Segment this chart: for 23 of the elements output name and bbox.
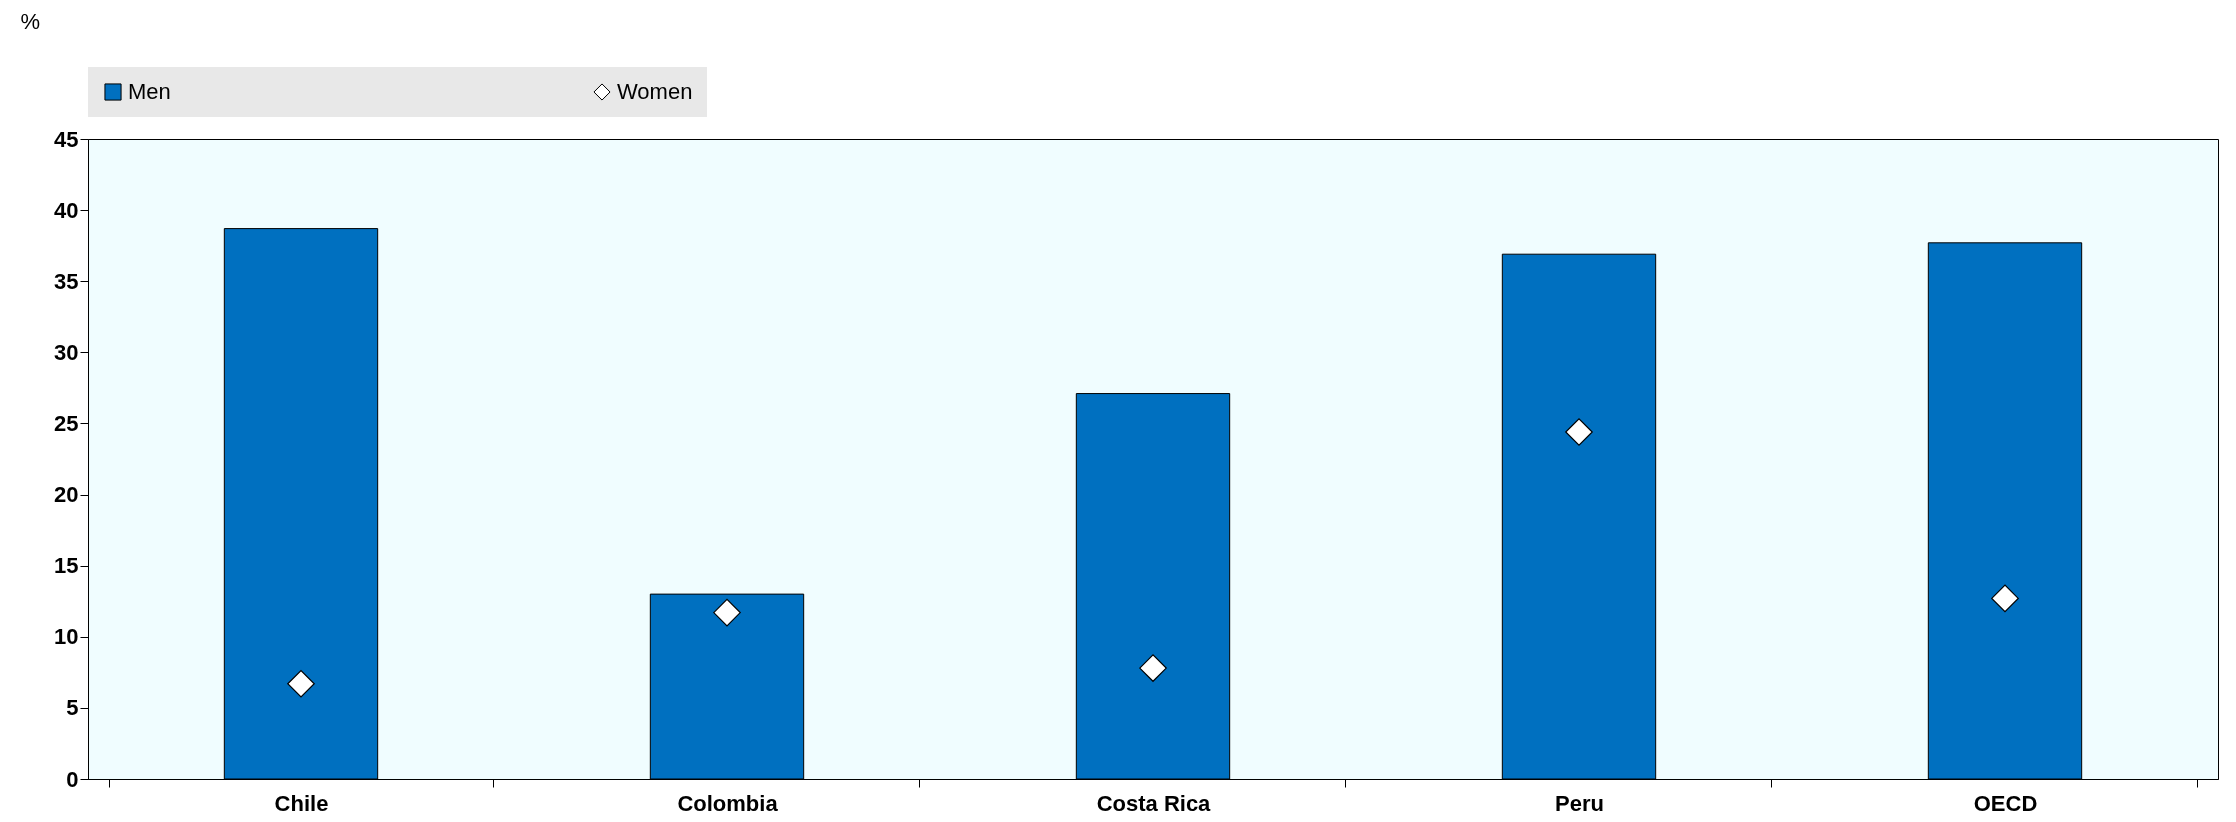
x-tick-label: OECD: [1973, 790, 2038, 816]
y-tick-label: 25: [54, 410, 79, 436]
point: [1139, 654, 1167, 682]
y-axis-title: %: [20, 8, 41, 34]
y-tick-label: 15: [54, 553, 79, 579]
point: [1565, 418, 1593, 446]
y-tick-label: 10: [54, 624, 79, 650]
legend-label: Women: [617, 79, 693, 104]
y-tick-label: 5: [66, 695, 79, 721]
x-tick-label: Chile: [274, 790, 329, 816]
y-tick-label: 20: [54, 482, 79, 508]
y-tick-label: 45: [54, 126, 79, 152]
x-tick-label: Colombia: [677, 790, 779, 816]
point: [287, 669, 315, 698]
x-tick-label: Peru: [1555, 790, 1604, 816]
y-tick-label: 35: [54, 268, 79, 294]
y-tick-label: 30: [54, 339, 79, 365]
x-tick-label: Costa Rica: [1096, 790, 1212, 816]
legend-label: Men: [128, 79, 171, 104]
y-tick-label: 0: [66, 766, 79, 792]
y-tick-label: 40: [54, 197, 79, 223]
point: [1991, 584, 2019, 613]
point: [713, 598, 741, 627]
